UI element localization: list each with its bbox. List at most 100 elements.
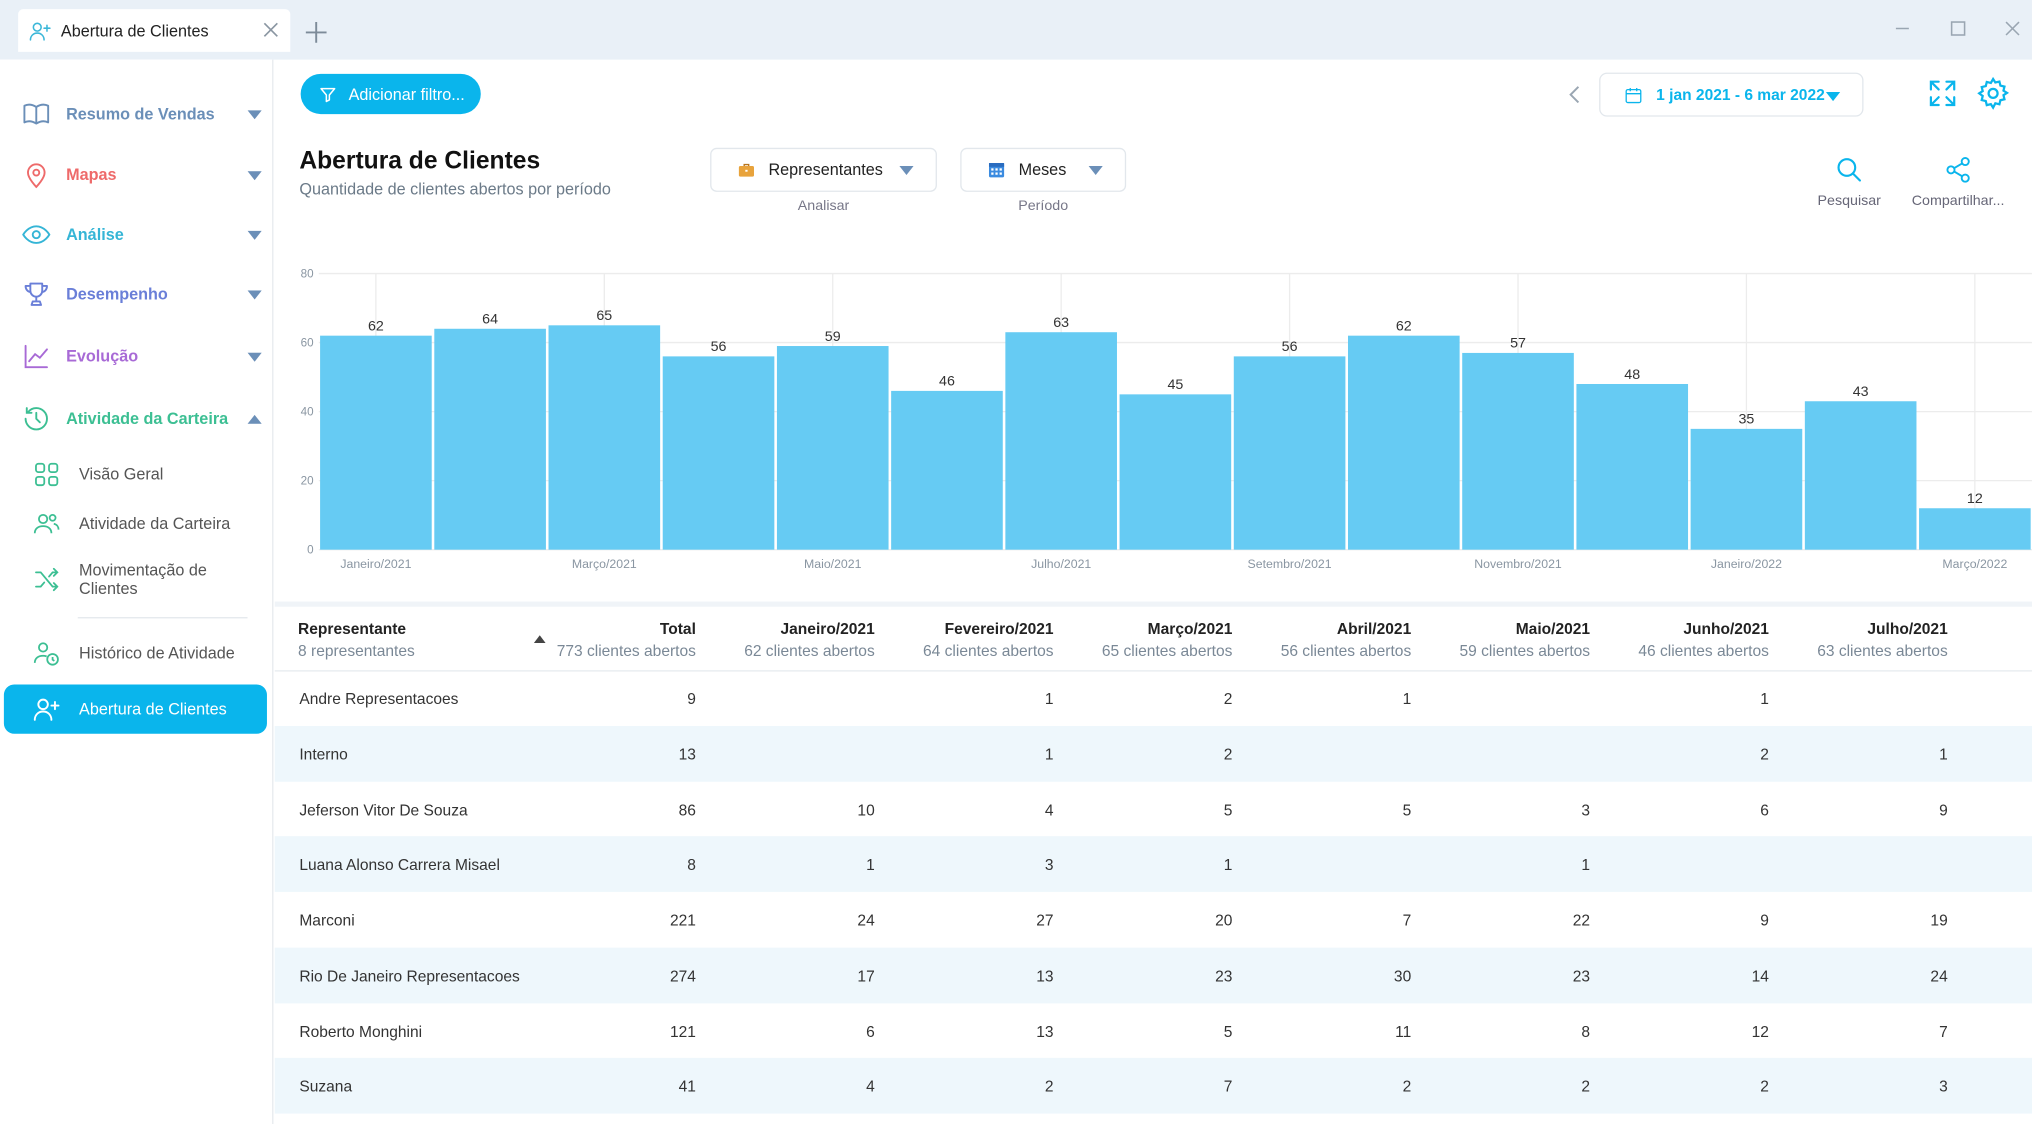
share-button[interactable]: Compartilhar... xyxy=(1908,156,2009,209)
table-cell: 2 xyxy=(1223,689,1233,708)
bar xyxy=(1919,508,2031,550)
table-cell: 1 xyxy=(1760,689,1769,708)
caret-down-icon xyxy=(1825,92,1841,102)
sidebar-subitem-label: Movimentação de Clientes xyxy=(79,561,207,598)
bar-value-label: 64 xyxy=(482,312,498,328)
column-subtitle: 64 clientes abertos xyxy=(923,641,1054,660)
sidebar-subitem-label: Abertura de Clientes xyxy=(79,700,227,719)
table-cell: 2 xyxy=(1760,1077,1769,1096)
column-header-representante[interactable]: Representante 8 representantes xyxy=(298,607,546,672)
sidebar-item-label: Evolução xyxy=(66,347,139,366)
column-header[interactable]: Abril/2021 56 clientes abertos xyxy=(1243,607,1412,672)
title-bar: Abertura de Clientes xyxy=(0,0,2032,60)
column-header[interactable]: Total 773 clientes abertos xyxy=(527,607,696,672)
bar xyxy=(662,356,775,550)
table-cell: 7 xyxy=(1402,911,1412,930)
analyze-dropdown[interactable]: Representantes xyxy=(710,147,937,192)
column-header[interactable]: Julho/2021 63 clientes abertos xyxy=(1779,607,1948,672)
y-tick-label: 0 xyxy=(307,544,314,557)
column-header[interactable]: Maio/2021 59 clientes abertos xyxy=(1422,607,1591,672)
tab-abertura-de-clientes[interactable]: Abertura de Clientes xyxy=(18,9,291,52)
column-header[interactable]: Junho/2021 46 clientes abertos xyxy=(1600,607,1769,672)
sidebar-divider xyxy=(77,617,248,619)
table-row[interactable]: Marconi 221 24 27 20 7 22 9 19 xyxy=(275,892,2032,948)
table-cell: 2 xyxy=(1402,1077,1412,1096)
fullscreen-icon[interactable] xyxy=(1927,78,1958,109)
column-subtitle: 56 clientes abertos xyxy=(1280,641,1412,660)
column-header[interactable]: Março/2021 65 clientes abertos xyxy=(1064,607,1233,672)
x-tick-label: Janeiro/2021 xyxy=(340,557,411,571)
book-icon xyxy=(23,103,50,125)
sidebar-item-desempenho[interactable]: Desempenho xyxy=(0,271,273,318)
sidebar-subitem-historico-de-atividade[interactable]: Histórico de Atividade xyxy=(0,634,273,673)
cell-representante: Interno xyxy=(299,745,348,764)
caret-down-icon xyxy=(247,170,262,180)
bar xyxy=(1233,356,1346,550)
previous-period-icon[interactable] xyxy=(1565,84,1586,105)
table-cell: 6 xyxy=(1760,800,1769,819)
search-button[interactable]: Pesquisar xyxy=(1809,156,1889,209)
column-header[interactable]: Janeiro/2021 62 clientes abertos xyxy=(706,607,875,672)
table-row[interactable]: Suzana 41 4 2 7 2 2 2 3 xyxy=(274,1058,2032,1114)
sidebar-item-atividade-da-carteira[interactable]: Atividade da Carteira xyxy=(0,395,273,442)
table-cell: 8 xyxy=(1581,1022,1591,1041)
calendar-grid-icon xyxy=(988,163,1005,178)
column-title: Abril/2021 xyxy=(1336,619,1412,638)
close-tab-icon[interactable] xyxy=(262,21,280,39)
table-row[interactable]: Rio De Janeiro Representacoes 274 17 13 23 30… xyxy=(274,947,2032,1004)
bar xyxy=(1347,335,1460,550)
add-filter-button[interactable]: Adicionar filtro... xyxy=(300,73,481,115)
page-subtitle: Quantidade de clientes abertos por perío… xyxy=(299,180,611,199)
column-header[interactable]: 45 cl xyxy=(1958,607,2032,672)
table-cell: 11 xyxy=(1395,1022,1412,1041)
sidebar-subitem-atividade-da-carteira[interactable]: Atividade da Carteira xyxy=(0,509,273,538)
table-row[interactable]: Andre Representacoes 9 1 2 1 1 xyxy=(275,670,2032,726)
share-icon xyxy=(1946,156,1970,183)
table-cell: 14 xyxy=(1751,966,1769,985)
search-icon xyxy=(1837,158,1862,182)
table-cell: 1 xyxy=(1402,689,1412,708)
sidebar-subitem-visao-geral[interactable]: Visão Geral xyxy=(0,460,273,489)
table-row[interactable]: Jeferson Vitor De Souza 86 10 4 5 5 3 6 9 xyxy=(275,781,2032,837)
caret-down-icon xyxy=(247,289,262,299)
gear-icon[interactable] xyxy=(1976,76,2010,110)
map-pin-icon xyxy=(27,163,46,189)
bar-value-label: 56 xyxy=(711,339,727,355)
user-clock-icon xyxy=(33,642,59,666)
sort-ascending-icon[interactable] xyxy=(533,635,546,644)
minimize-icon[interactable] xyxy=(1892,18,1913,39)
sidebar-item-evolucao[interactable]: Evolução xyxy=(0,333,273,380)
maximize-icon[interactable] xyxy=(1948,18,1969,39)
bar-value-label: 48 xyxy=(1624,367,1640,383)
new-tab-icon[interactable] xyxy=(303,19,329,45)
shuffle-icon xyxy=(35,567,59,592)
bar xyxy=(1462,352,1574,550)
table-cell: 4 xyxy=(1044,800,1054,819)
column-title: Janeiro/2021 xyxy=(780,619,875,638)
trophy-icon xyxy=(24,282,48,306)
sidebar-item-mapas[interactable]: Mapas xyxy=(0,152,273,199)
bar-value-label: 62 xyxy=(1396,318,1412,334)
table-row[interactable]: Luana Alonso Carrera Misael 8 1 3 1 1 xyxy=(274,836,2032,893)
column-subtitle: 59 clientes abertos xyxy=(1459,641,1591,660)
table-cell: 24 xyxy=(1930,966,1948,985)
date-range-picker[interactable]: 1 jan 2021 - 6 mar 2022 xyxy=(1599,72,1864,117)
bar-value-label: 12 xyxy=(1967,491,1983,507)
table-row[interactable]: Roberto Monghini 121 6 13 5 11 8 12 7 xyxy=(275,1003,2032,1059)
table-cell: 27 xyxy=(1036,911,1054,930)
column-header[interactable]: Fevereiro/2021 64 clientes abertos xyxy=(885,607,1054,672)
sidebar-item-analise[interactable]: Análise xyxy=(0,211,273,258)
bar-value-label: 62 xyxy=(368,318,384,334)
bar-chart: 0 20 40 60 80 62 Janeiro/2021 64 65 Março/2021 56 5… xyxy=(301,267,2032,571)
table-cell: 10 xyxy=(857,800,875,819)
sidebar-subitem-movimentacao-de-clientes[interactable]: Movimentação de Clientes xyxy=(0,560,273,599)
sidebar-item-label: Desempenho xyxy=(66,285,168,304)
table-row[interactable]: Interno 13 1 2 2 1 xyxy=(274,725,2032,782)
sidebar-subitem-abertura-de-clientes[interactable]: Abertura de Clientes xyxy=(3,684,267,734)
sidebar-item-resumo-de-vendas[interactable]: Resumo de Vendas xyxy=(0,91,273,138)
close-window-icon[interactable] xyxy=(2002,18,2023,39)
page-title: Abertura de Clientes xyxy=(299,147,541,176)
table-cell: 19 xyxy=(1930,911,1948,930)
period-dropdown[interactable]: Meses xyxy=(960,147,1127,192)
